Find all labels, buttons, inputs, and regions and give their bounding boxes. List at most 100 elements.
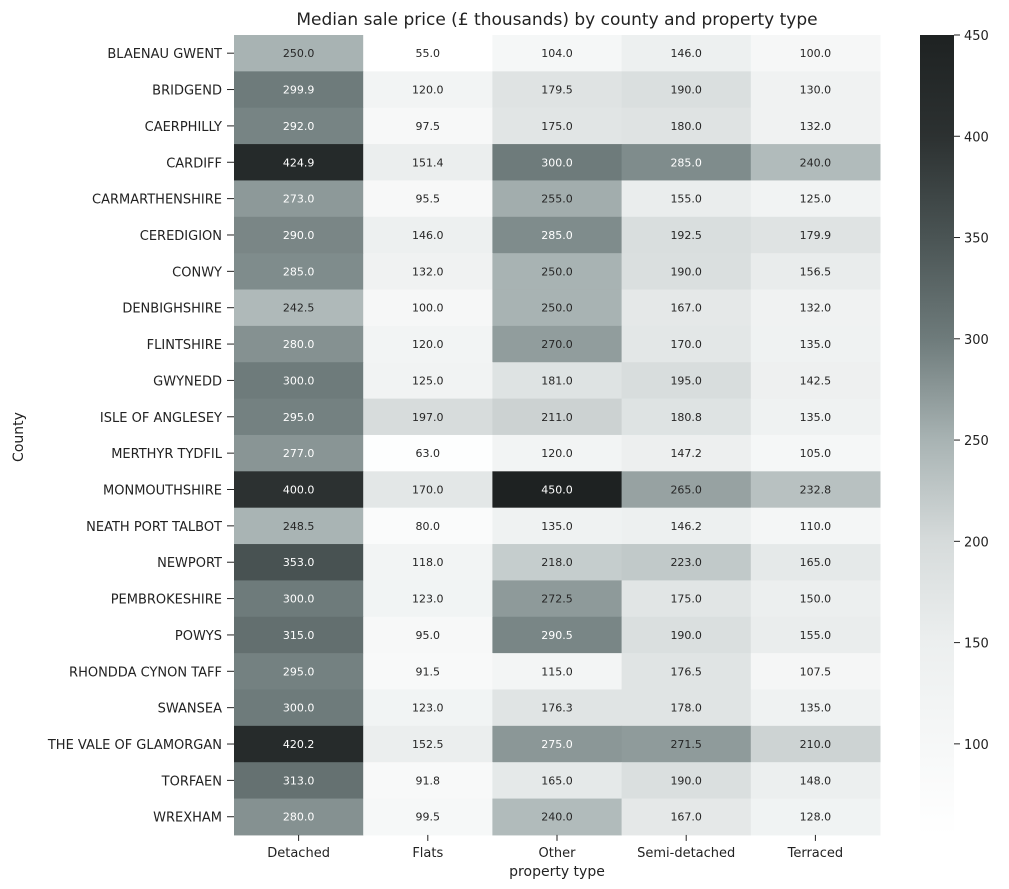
cell-value-label: 300.0 <box>541 156 573 169</box>
cell-value-label: 295.0 <box>283 665 315 678</box>
cell-value-label: 190.0 <box>670 84 702 97</box>
heatmap-cell <box>750 107 881 145</box>
heatmap-cell <box>750 798 881 836</box>
cell-value-label: 95.0 <box>416 629 441 642</box>
heatmap-cell <box>621 507 752 545</box>
cell-value-label: 150.0 <box>800 593 832 606</box>
row-label: CARDIFF <box>166 156 222 171</box>
cell-value-label: 105.0 <box>800 447 832 460</box>
heatmap-cell <box>492 289 623 327</box>
colorbar-ticks: 100 150 200 250 300 350 400 450 <box>954 29 989 753</box>
cell-value-label: 120.0 <box>412 338 444 351</box>
row-label: ISLE OF ANGLESEY <box>100 411 222 426</box>
cell-value-label: 181.0 <box>541 374 573 387</box>
heatmap-cell <box>750 434 881 472</box>
cell-value-label: 299.9 <box>283 84 315 97</box>
heatmap-cell <box>750 762 881 800</box>
cell-value-label: 242.5 <box>283 302 315 315</box>
cell-value-label: 175.0 <box>670 593 702 606</box>
row-label: DENBIGHSHIRE <box>122 302 222 317</box>
heatmap-cell <box>750 653 881 690</box>
cell-value-label: 255.0 <box>541 193 573 206</box>
cell-value-label: 285.0 <box>670 156 702 169</box>
colorbar-tick-label: 150 <box>964 637 989 652</box>
heatmap-cell <box>363 616 493 654</box>
column-label: Terraced <box>787 846 844 861</box>
heatmap-cell <box>492 35 623 72</box>
row-label: BLAENAU GWENT <box>107 47 222 62</box>
cell-value-label: 135.0 <box>800 338 832 351</box>
colorbar-tick-label: 350 <box>964 232 989 247</box>
heatmap-cell <box>492 544 623 581</box>
heatmap-cell <box>621 471 752 509</box>
cell-value-label: 295.0 <box>283 411 315 424</box>
cell-value-label: 195.0 <box>670 374 702 387</box>
heatmap-cells <box>234 35 881 836</box>
cell-value-label: 190.0 <box>670 774 702 787</box>
cell-value-label: 135.0 <box>541 520 573 533</box>
cell-value-label: 275.0 <box>541 738 573 751</box>
heatmap-cell <box>363 289 493 327</box>
cell-value-label: 125.0 <box>800 193 832 206</box>
cell-value-label: 190.0 <box>670 265 702 278</box>
chart-title: Median sale price (£ thousands) by count… <box>296 10 817 30</box>
heatmap-cell <box>492 362 623 400</box>
cell-value-label: 125.0 <box>412 374 444 387</box>
heatmap-cell <box>363 798 493 836</box>
cell-value-label: 300.0 <box>283 374 315 387</box>
cell-value-label: 280.0 <box>283 811 315 824</box>
cell-value-label: 285.0 <box>283 265 315 278</box>
cell-value-label: 132.0 <box>412 265 444 278</box>
cell-value-label: 132.0 <box>800 120 832 133</box>
heatmap-cell <box>492 689 623 727</box>
heatmap-cell <box>621 362 752 400</box>
row-label: CAERPHILLY <box>145 120 222 135</box>
heatmap-cell <box>750 580 881 618</box>
cell-value-label: 128.0 <box>800 811 832 824</box>
heatmap-cell <box>621 180 752 218</box>
heatmap-cell <box>492 216 623 254</box>
heatmap-cell <box>750 725 881 763</box>
heatmap-cell <box>363 216 493 254</box>
cell-value-label: 180.8 <box>670 411 702 424</box>
heatmap-cell <box>234 689 364 727</box>
y-axis-label: County <box>11 412 27 462</box>
cell-value-label: 424.9 <box>283 156 315 169</box>
cell-value-label: 120.0 <box>412 84 444 97</box>
cell-value-label: 232.8 <box>800 484 832 497</box>
heatmap-cell <box>363 580 493 618</box>
cell-value-label: 178.0 <box>670 702 702 715</box>
cell-value-label: 97.5 <box>416 120 441 133</box>
cell-value-label: 197.0 <box>412 411 444 424</box>
colorbar-tick-label: 450 <box>964 29 989 44</box>
heatmap-cell <box>363 653 493 690</box>
heatmap-cell <box>621 398 752 436</box>
heatmap-cell <box>234 289 364 327</box>
cell-value-label: 107.5 <box>800 665 832 678</box>
heatmap-cell <box>234 762 364 800</box>
heatmap-cell <box>234 471 364 509</box>
cell-value-label: 115.0 <box>541 665 573 678</box>
cell-value-label: 280.0 <box>283 338 315 351</box>
heatmap-cell <box>750 289 881 327</box>
cell-value-label: 250.0 <box>283 47 315 60</box>
row-label: CONWY <box>172 265 222 280</box>
cell-value-label: 290.5 <box>541 629 573 642</box>
cell-value-label: 156.5 <box>800 265 832 278</box>
heatmap-cell <box>621 544 752 581</box>
heatmap-cell <box>621 289 752 327</box>
cell-value-label: 135.0 <box>800 702 832 715</box>
cell-value-label: 210.0 <box>800 738 832 751</box>
column-label: Semi-detached <box>637 846 735 861</box>
heatmap-cell <box>363 762 493 800</box>
cell-value-label: 142.5 <box>800 374 832 387</box>
heatmap-cell <box>492 144 623 181</box>
cell-value-label: 179.5 <box>541 84 573 97</box>
cell-value-label: 95.5 <box>416 193 441 206</box>
cell-value-label: 151.4 <box>412 156 444 169</box>
heatmap-cell <box>234 398 364 436</box>
heatmap-cell <box>750 144 881 181</box>
cell-value-label: 146.0 <box>412 229 444 242</box>
cell-value-label: 353.0 <box>283 556 315 569</box>
cell-value-label: 91.5 <box>416 665 441 678</box>
